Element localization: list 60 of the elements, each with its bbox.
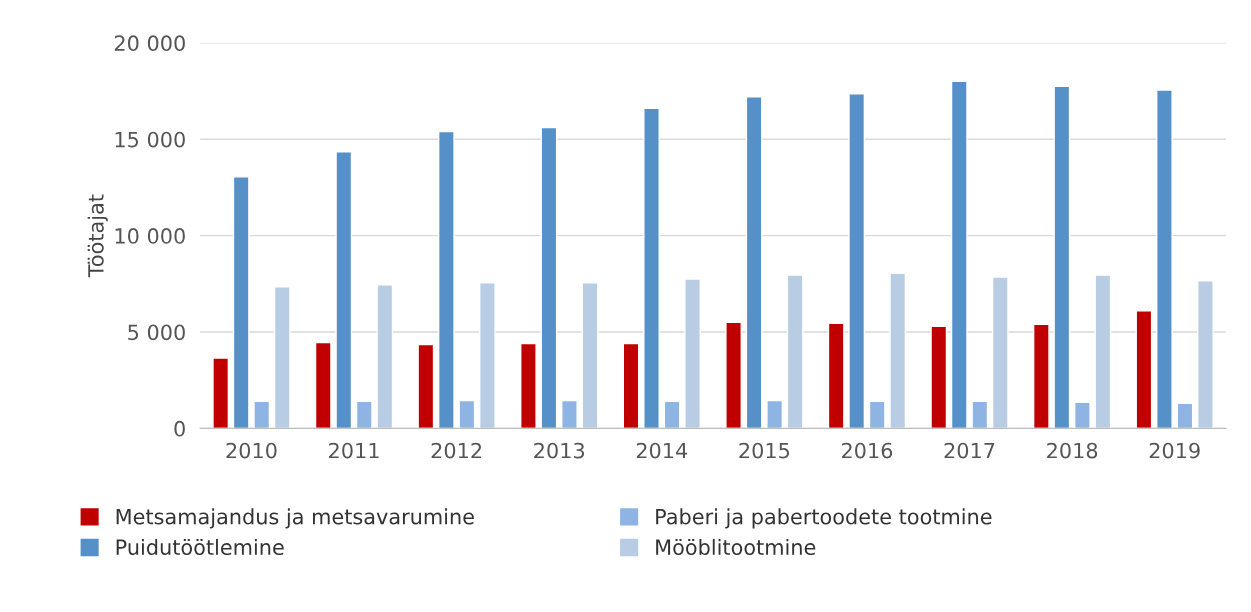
bar [479, 282, 496, 429]
x-tick-label: 2019 [1149, 442, 1200, 459]
y-tick-label: 15 000 [115, 131, 185, 148]
bar [1135, 310, 1153, 429]
x-tick-label: 2016 [841, 442, 893, 459]
bar [1156, 89, 1173, 429]
bar [335, 151, 353, 429]
bar [437, 130, 455, 429]
bar [561, 399, 578, 429]
y-tick-label: 0 [174, 420, 185, 437]
bar [376, 284, 394, 429]
legend-label: Paberi ja pabertoodete tootmine [656, 508, 992, 529]
bar [355, 400, 373, 429]
x-tick-label: 2015 [739, 442, 790, 459]
bar [684, 278, 701, 429]
bar [930, 325, 948, 429]
bar [458, 399, 476, 429]
bar [643, 107, 660, 429]
bar [1032, 323, 1050, 429]
y-axis-title: Töötajat [87, 194, 108, 278]
x-tick-label: 2018 [1047, 442, 1098, 459]
bar [540, 126, 558, 429]
bar [314, 341, 332, 429]
bar [1053, 85, 1071, 429]
bar [991, 276, 1009, 429]
bar [868, 400, 886, 429]
legend-label: Metsamajandus ja metsavarumine [116, 508, 474, 529]
bar [745, 96, 763, 429]
bar [1073, 401, 1091, 429]
x-tick-label: 2017 [944, 442, 995, 459]
x-tick-label: 2010 [226, 442, 277, 459]
y-tick-label: 5 000 [128, 324, 185, 341]
x-tick-label: 2014 [636, 442, 688, 459]
bar [520, 342, 537, 429]
x-tick-label: 2013 [534, 442, 585, 459]
bar [1094, 274, 1112, 429]
bar [212, 357, 230, 429]
bar [848, 93, 866, 429]
bar [1176, 402, 1194, 429]
x-tick-label: 2012 [431, 442, 482, 459]
bar [663, 400, 681, 429]
bar [1197, 280, 1214, 429]
bar [253, 400, 271, 429]
bar [827, 322, 845, 429]
bar [232, 176, 250, 429]
bar [786, 274, 804, 429]
bar [273, 286, 291, 429]
bar [766, 399, 784, 429]
y-tick-label: 20 000 [114, 35, 185, 52]
x-tick-label: 2011 [329, 442, 379, 459]
bar [581, 282, 599, 429]
y-tick-label: 10 000 [115, 228, 185, 244]
legend-label: Mööblitootmine [656, 538, 816, 556]
bar [725, 321, 742, 429]
bar [417, 343, 435, 429]
bar [889, 272, 907, 429]
bar [622, 342, 640, 429]
bar [971, 400, 989, 429]
legend-label: Puidutöötlemine [116, 538, 284, 556]
bar [950, 80, 968, 429]
